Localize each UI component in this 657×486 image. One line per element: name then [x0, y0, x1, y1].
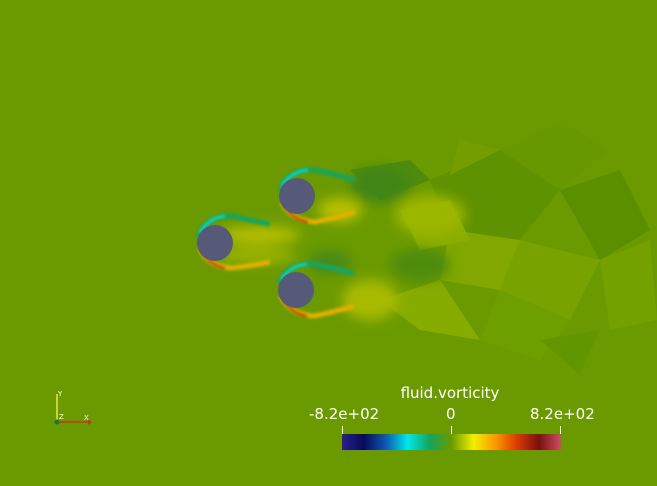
orientation-axes-widget: Y Z X [48, 386, 98, 430]
cylinder-bottom [278, 272, 314, 308]
x-axis-label: X [84, 414, 89, 422]
cylinders [197, 178, 315, 308]
colorbar-tick-min [342, 426, 343, 434]
colorbar-tick-mid [451, 426, 452, 434]
wake-swirls [215, 167, 465, 320]
colorbar-tick-max [560, 426, 561, 434]
z-axis-icon [54, 419, 60, 425]
z-axis-label: Z [59, 413, 64, 421]
colorbar-min-label: -8.2e+02 [309, 405, 380, 423]
colorbar-gradient [342, 434, 561, 450]
colorbar-mid-label: 0 [446, 405, 456, 423]
cylinder-left [197, 225, 233, 261]
colorbar-legend[interactable]: fluid.vorticity -8.2e+02 0 8.2e+02 [300, 384, 600, 456]
cylinder-top [279, 178, 315, 214]
colorbar-max-label: 8.2e+02 [530, 405, 595, 423]
wake-region [350, 120, 657, 375]
x-axis-arrow-icon [88, 419, 92, 425]
colorbar-title: fluid.vorticity [400, 384, 500, 402]
y-axis-label: Y [57, 390, 63, 398]
